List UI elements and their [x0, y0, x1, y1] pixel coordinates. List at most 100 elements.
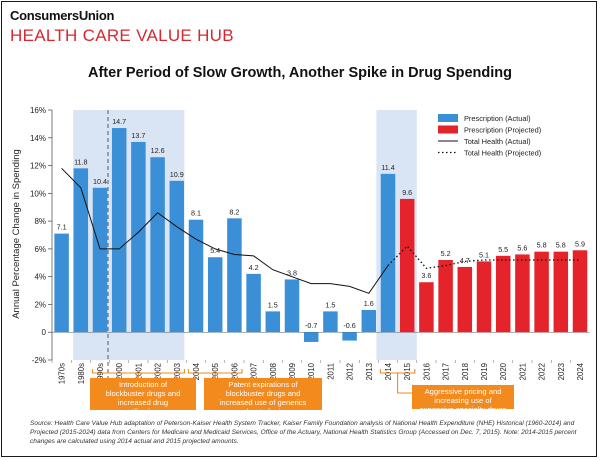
legend-label: Prescription (Actual) [464, 114, 531, 123]
x-tick-label: 2011 [326, 363, 335, 380]
x-tick-label: 2017 [442, 363, 451, 380]
shade-1980s-2006 [73, 110, 185, 360]
data-label: 5.8 [537, 241, 547, 250]
bar-projected-2022 [534, 251, 549, 333]
data-label: 1.5 [325, 300, 335, 309]
data-label: 7.1 [57, 223, 67, 232]
x-tick-label: 2004 [192, 362, 201, 380]
bar-actual-2004 [188, 219, 204, 333]
data-label: 5.9 [575, 239, 585, 248]
x-tick-label: 2012 [346, 363, 355, 380]
bar-actual-2010 [303, 332, 319, 342]
y-tick-label: 6% [34, 245, 46, 254]
annotations-layer: Introduction of blockbuster drugs and incr… [90, 369, 514, 416]
x-tick-label: 2007 [250, 363, 259, 380]
data-label: 5.1 [479, 250, 489, 259]
bar-projected-2020 [495, 255, 511, 333]
data-labels-layer: 7.1 11.8 10.4 14.7 13.7 12.6 10.9 8.1 5.4 8.2 4.2 1… [57, 117, 585, 330]
bars-layer [54, 128, 588, 342]
x-tick-label: 2015 [403, 362, 412, 380]
bar-actual-2005 [207, 257, 223, 333]
data-label: 9.6 [402, 188, 412, 197]
bar-actual-1970s [54, 233, 69, 333]
data-label: 13.7 [131, 131, 145, 140]
annotation-connector [397, 373, 412, 394]
bar-actual-2012 [342, 332, 357, 341]
bar-actual-2006 [227, 218, 242, 333]
chart-title: After Period of Slow Growth, Another Spi… [88, 65, 512, 81]
x-tick-label: 2021 [518, 363, 527, 380]
x-tick-label: 1980s [77, 363, 86, 384]
x-tick-label: 1970s [58, 363, 67, 384]
bar-actual-1990s [92, 187, 108, 333]
source-note: Source: Health Care Value Hub adaptation… [30, 420, 577, 445]
bar-projected-2019 [476, 261, 492, 333]
data-label: 8.1 [191, 209, 201, 218]
bar-projected-2018 [457, 266, 473, 333]
data-label: 12.6 [151, 146, 165, 155]
chart-legend: Prescription (Actual) Prescription (Proje… [438, 114, 541, 158]
y-tick-label: 0 [42, 328, 47, 337]
brand-logo: ConsumersUnion [10, 8, 115, 23]
y-tick-label: 4% [34, 273, 46, 282]
bar-actual-2014 [380, 173, 396, 333]
y-axis-label: Annual Percentage Change in Spending [11, 149, 22, 319]
bar-actual-1980s [73, 168, 89, 333]
x-tick-label: 2019 [480, 363, 489, 380]
legend-label: Total Health (Projected) [464, 149, 541, 158]
data-label: 10.4 [93, 177, 107, 186]
bar-projected-2021 [515, 254, 530, 333]
data-label: 3.8 [287, 268, 297, 277]
x-tick-label: 2018 [461, 363, 470, 380]
x-tick-label: 2022 [538, 363, 547, 380]
hub-title: HEALTH CARE VALUE HUB [10, 26, 234, 45]
y-tick-label: 16% [30, 106, 46, 115]
legend-label: Total Health (Actual) [464, 137, 531, 146]
annotation-text: Introduction of blockbuster drugs and incr… [106, 380, 181, 416]
x-tick-label: 2020 [499, 362, 508, 380]
bar-projected-2023 [553, 251, 569, 333]
data-label: 5.8 [556, 241, 566, 250]
x-tick-label: 2014 [384, 362, 393, 380]
annotation-text: Patent expirations of blockbuster drugs a… [220, 380, 307, 416]
bar-actual-2003 [169, 180, 185, 333]
annotation-box [412, 385, 514, 409]
bar-projected-2015 [399, 198, 415, 333]
bar-projected-2016 [419, 282, 434, 333]
bar-actual-2008 [265, 311, 281, 333]
data-label: -0.6 [343, 321, 355, 330]
y-tick-label: 8% [34, 217, 46, 226]
data-label: 5.4 [210, 246, 220, 255]
x-tick-label: 2002 [154, 363, 163, 380]
data-label: 1.6 [364, 299, 374, 308]
x-tick-label: 2013 [365, 363, 374, 380]
data-label: 11.4 [381, 163, 394, 172]
bar-actual-2001 [131, 141, 146, 333]
data-label: 11.8 [74, 157, 87, 166]
data-label: 5.2 [441, 249, 451, 258]
bar-projected-2017 [438, 260, 453, 333]
x-tick-label: 2016 [422, 363, 431, 380]
x-tick-label: 2006 [230, 363, 239, 380]
data-label: -0.7 [305, 321, 317, 330]
data-label: 4.7 [460, 256, 470, 265]
x-tick-label: 2003 [173, 363, 182, 380]
bar-projected-2024 [572, 250, 588, 333]
data-label: 4.2 [249, 263, 259, 272]
data-label: 10.9 [170, 170, 184, 179]
legend-label: Prescription (Projected) [464, 126, 541, 135]
x-tick-label: 2008 [269, 363, 278, 380]
lines-layer [61, 167, 580, 294]
legend-swatch [438, 125, 458, 134]
x-axis: 1970s 1980s 1990s 2000 2001 2002 2003 2004 2005 2… [51, 360, 585, 384]
bar-actual-2011 [323, 311, 338, 333]
bar-actual-2007 [246, 273, 261, 333]
data-label: 14.7 [112, 117, 126, 126]
data-label: 5.6 [517, 243, 527, 252]
y-tick-label: -2% [32, 356, 46, 365]
data-label: 1.5 [268, 300, 278, 309]
y-tick-label: 14% [30, 134, 46, 143]
legend-swatch [438, 114, 458, 122]
x-tick-label: 2005 [211, 362, 220, 380]
